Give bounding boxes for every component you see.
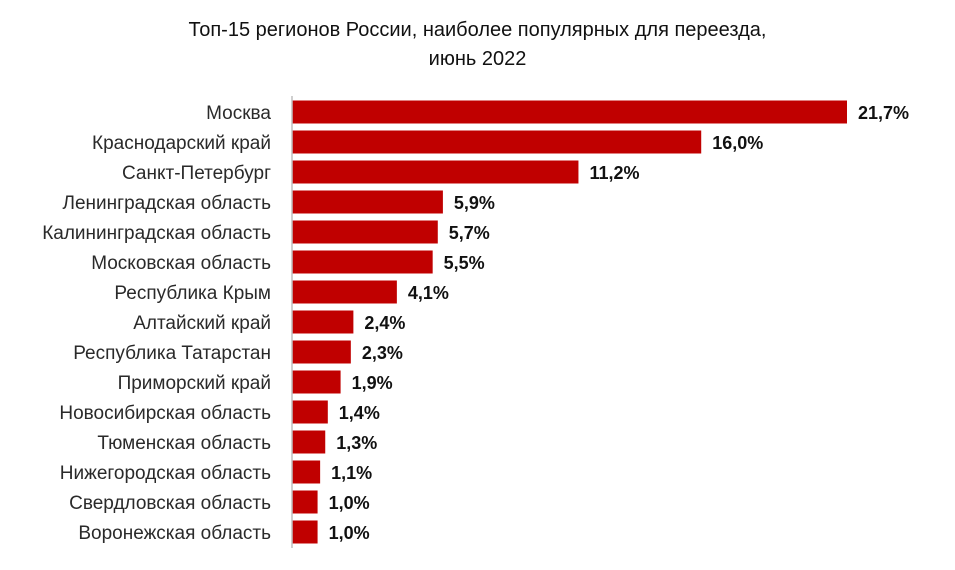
chart-title-line-2: июнь 2022 bbox=[428, 48, 527, 70]
bar bbox=[292, 220, 438, 244]
bar bbox=[292, 520, 318, 544]
chart-title: Топ-15 регионов России, наиболее популяр… bbox=[0, 16, 955, 74]
bar bbox=[292, 490, 318, 514]
category-label: Новосибирская область bbox=[59, 403, 271, 424]
bar bbox=[292, 130, 702, 154]
value-label: 21,7% bbox=[858, 103, 909, 123]
value-label: 1,0% bbox=[329, 493, 370, 513]
category-label: Краснодарский край bbox=[92, 133, 271, 154]
value-label: 1,4% bbox=[339, 403, 380, 423]
bar bbox=[292, 370, 341, 394]
bars-layer bbox=[292, 100, 847, 544]
category-label: Республика Татарстан bbox=[73, 343, 271, 364]
bar bbox=[292, 100, 847, 124]
value-label: 5,7% bbox=[449, 223, 490, 243]
value-label: 16,0% bbox=[712, 133, 763, 153]
category-label: Республика Крым bbox=[114, 283, 271, 304]
value-label: 2,4% bbox=[364, 313, 405, 333]
bar bbox=[292, 430, 326, 454]
bar bbox=[292, 340, 351, 364]
value-label: 5,5% bbox=[444, 253, 485, 273]
value-label: 1,0% bbox=[329, 523, 370, 543]
bar bbox=[292, 460, 321, 484]
category-label: Ленинградская область bbox=[63, 193, 272, 214]
bar bbox=[292, 250, 433, 274]
category-label: Калининградская область bbox=[42, 223, 271, 244]
category-label: Нижегородская область bbox=[60, 463, 271, 484]
bar bbox=[292, 190, 443, 214]
value-label: 5,9% bbox=[454, 193, 495, 213]
value-labels: 21,7% 16,0% 11,2% 5,9% 5,7% 5,5% 4,1%2,4% 2,3% 1… bbox=[329, 103, 909, 543]
category-label: Приморский край bbox=[118, 373, 271, 394]
category-labels: Москва Краснодарский край Санкт-Петербург Л… bbox=[42, 103, 271, 544]
category-label: Свердловская область bbox=[69, 493, 271, 514]
value-label: 1,9% bbox=[352, 373, 393, 393]
value-label: 11,2% bbox=[589, 163, 639, 183]
value-label: 4,1% bbox=[408, 283, 449, 303]
value-label: 1,3% bbox=[336, 433, 377, 453]
category-label: Санкт-Петербург bbox=[122, 163, 271, 184]
category-label: Алтайский край bbox=[133, 313, 271, 334]
bar bbox=[292, 280, 397, 304]
bar bbox=[292, 160, 579, 184]
category-label: Московская область bbox=[91, 253, 271, 274]
chart-title-line-1: Топ-15 регионов России, наиболее популяр… bbox=[188, 19, 767, 41]
value-label: 1,1% bbox=[331, 463, 372, 483]
category-label: Москва bbox=[206, 103, 271, 124]
bar bbox=[292, 310, 354, 334]
value-label: 2,3% bbox=[362, 343, 403, 363]
category-label: Тюменская область bbox=[97, 433, 271, 454]
bar bbox=[292, 400, 328, 424]
category-label: Воронежская область bbox=[78, 523, 271, 544]
